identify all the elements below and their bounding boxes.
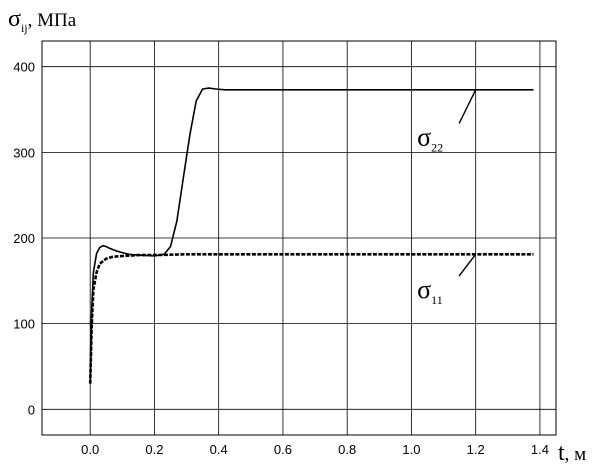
x-tick-label: 1.0 bbox=[402, 442, 420, 457]
annotation-leader-sigma22 bbox=[458, 89, 477, 124]
x-tick-label: 1.4 bbox=[531, 442, 549, 457]
y-axis-unit: , МПа bbox=[28, 10, 77, 31]
annotation-leader-sigma11 bbox=[458, 253, 477, 277]
grid bbox=[42, 41, 556, 435]
x-tick-labels: 0.0 0.2 0.4 0.6 0.8 1.0 1.2 1.4 bbox=[81, 442, 549, 457]
y-axis-symbol: σ bbox=[8, 6, 21, 32]
series-label-sigma22: σ22 bbox=[417, 122, 443, 154]
x-tick-label: 0.4 bbox=[210, 442, 228, 457]
x-axis-label: t, м bbox=[558, 440, 586, 466]
x-axis-symbol: t bbox=[558, 440, 565, 466]
y-tick-label: 300 bbox=[13, 145, 35, 160]
y-tick-label: 100 bbox=[13, 317, 35, 332]
series-line-sigma22 bbox=[89, 87, 534, 384]
y-tick-label: 0 bbox=[28, 402, 35, 417]
plot-frame bbox=[41, 40, 557, 436]
x-tick-label: 0.8 bbox=[338, 442, 356, 457]
series-label-sigma11: σ11 bbox=[417, 275, 443, 307]
y-axis-label: σij, МПа bbox=[8, 6, 77, 35]
y-tick-labels: 0 100 200 300 400 bbox=[13, 60, 35, 418]
x-tick-label: 1.2 bbox=[467, 442, 485, 457]
series-group bbox=[88, 87, 534, 384]
x-tick-label: 0.6 bbox=[274, 442, 292, 457]
y-tick-label: 400 bbox=[13, 60, 35, 75]
x-axis-unit: , м bbox=[565, 444, 587, 465]
x-tick-label: 0.0 bbox=[81, 442, 99, 457]
series-label-subscript: 22 bbox=[431, 140, 443, 154]
series-label-subscript: 11 bbox=[431, 293, 443, 307]
series-label-symbol: σ bbox=[417, 275, 431, 304]
x-tick-label: 0.2 bbox=[145, 442, 163, 457]
y-tick-label: 200 bbox=[13, 231, 35, 246]
y-axis-subscript: ij bbox=[21, 21, 28, 35]
series-line-sigma11 bbox=[88, 253, 534, 384]
series-label-symbol: σ bbox=[417, 122, 431, 151]
